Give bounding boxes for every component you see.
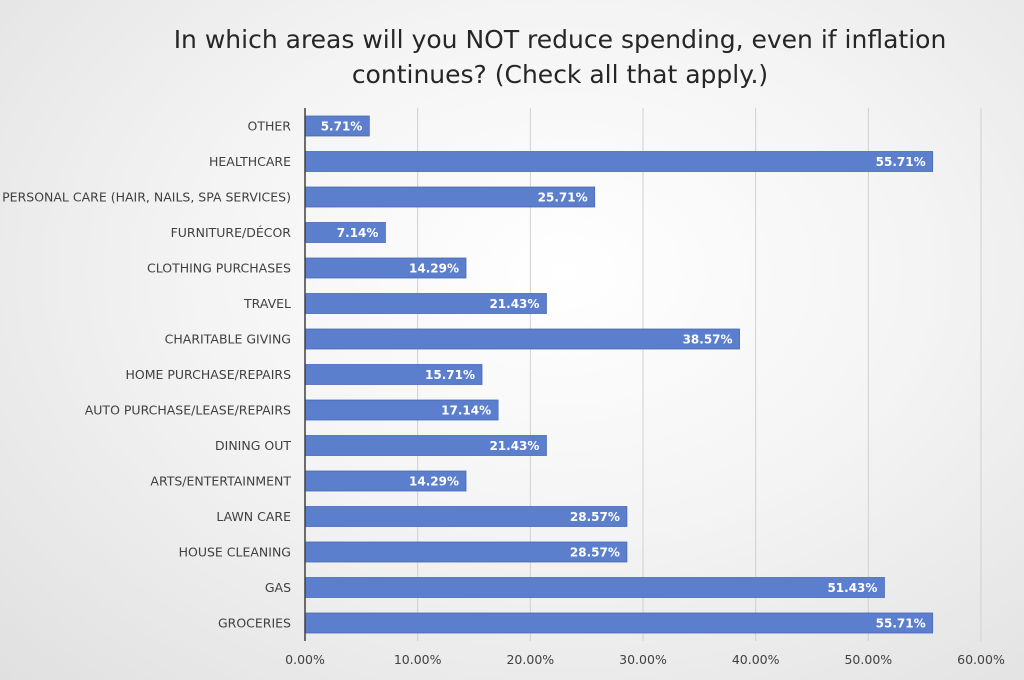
data-label: 38.57% [683,333,733,347]
category-label: CHARITABLE GIVING [165,332,291,347]
category-label: HOUSE CLEANING [179,545,291,560]
data-label: 51.43% [827,581,877,595]
category-label: ARTS/ENTERTAINMENT [150,474,291,489]
chart-title: In which areas will you NOT reduce spend… [173,25,947,89]
data-label: 15.71% [425,368,475,382]
category-label: HOME PURCHASE/REPAIRS [125,367,291,382]
category-label: GROCERIES [218,616,291,631]
category-label: FURNITURE/DÉCOR [171,225,292,240]
x-tick-label: 20.00% [506,652,554,667]
bar [304,328,740,350]
data-label: 14.29% [409,262,459,276]
data-label: 14.29% [409,475,459,489]
data-label: 55.71% [876,617,926,631]
data-label: 7.14% [337,226,379,240]
category-label: DINING OUT [215,438,291,453]
x-tick-label: 10.00% [394,652,442,667]
data-label: 17.14% [441,404,491,418]
category-label: AUTO PURCHASE/LEASE/REPAIRS [85,403,291,418]
bar [304,577,885,598]
category-label: CLOTHING PURCHASES [147,261,291,276]
data-label: 5.71% [321,120,363,134]
category-label: GAS [265,580,291,595]
x-tick-label: 60.00% [957,652,1005,667]
bar [304,151,934,172]
category-label: OTHER [248,119,292,134]
category-label: LAWN CARE [216,509,291,524]
bar [304,612,934,634]
x-tick-label: 30.00% [619,652,667,667]
data-label: 21.43% [489,439,539,453]
x-tick-label: 0.00% [285,652,325,667]
x-tick-label: 50.00% [844,652,892,667]
category-label: TRAVEL [243,296,291,311]
data-label: 25.71% [538,191,588,205]
data-label: 55.71% [876,155,926,169]
category-label: PERSONAL CARE (HAIR, NAILS, SPA SERVICES… [2,190,291,205]
data-label: 28.57% [570,510,620,524]
data-label: 28.57% [570,546,620,560]
x-tick-label: 40.00% [732,652,780,667]
category-label: HEALTHCARE [209,154,291,169]
data-label: 21.43% [489,297,539,311]
labels: 0.00% 10.00% 20.00% 30.00% 40.00% 50.00% 60.00… [2,119,1005,668]
